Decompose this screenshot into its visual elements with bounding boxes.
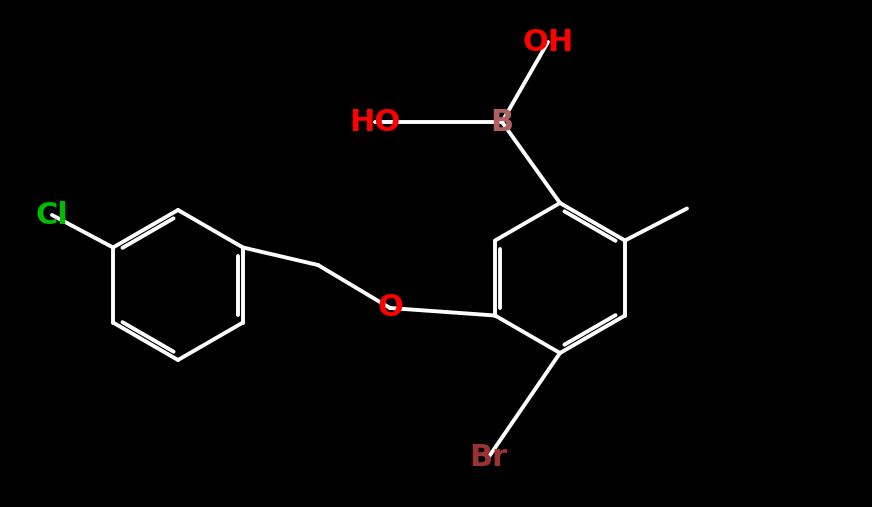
Text: B: B — [490, 107, 514, 136]
Text: OH: OH — [522, 27, 574, 56]
Text: Br: Br — [469, 444, 507, 473]
Text: HO: HO — [350, 107, 400, 136]
Text: Cl: Cl — [36, 200, 68, 230]
Text: O: O — [377, 294, 403, 322]
